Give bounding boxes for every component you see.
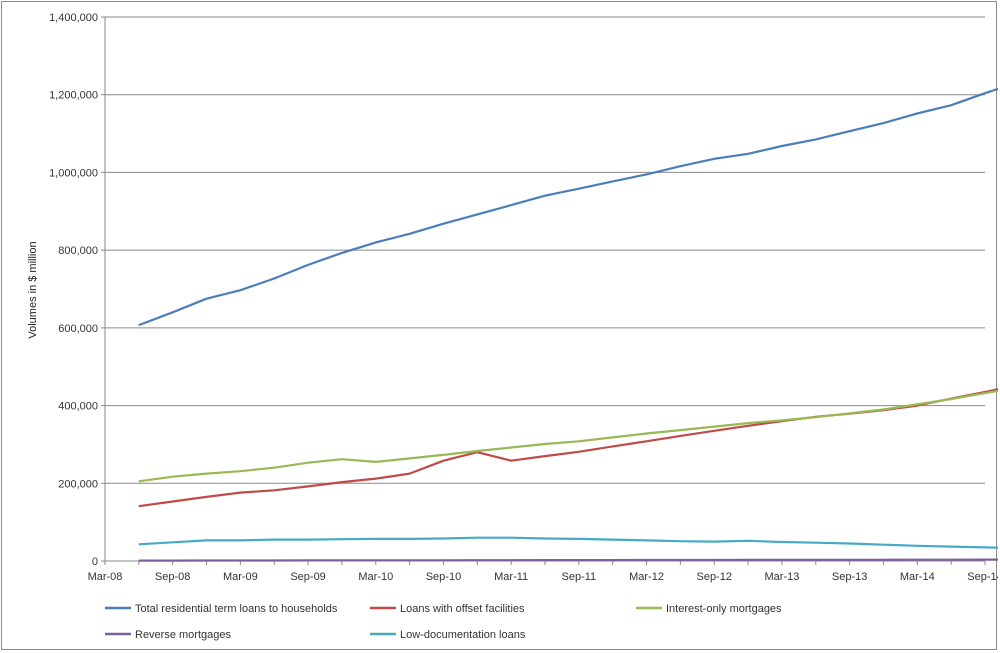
x-tick-label: Mar-13 — [765, 571, 800, 583]
legend-item: Loans with offset facilities — [370, 603, 525, 615]
x-tick-label: Sep-12 — [696, 571, 731, 583]
x-tick-label: Mar-08 — [88, 571, 123, 583]
x-tick-label: Sep-13 — [832, 571, 867, 583]
x-tick-label: Mar-14 — [900, 571, 935, 583]
legend-label: Low-documentation loans — [400, 629, 526, 641]
axes — [104, 17, 985, 562]
x-tick-label: Mar-09 — [223, 571, 258, 583]
x-tick-label: Mar-10 — [358, 571, 393, 583]
legend-item: Total residential term loans to househol… — [105, 603, 338, 615]
y-tick-label: 1,400,000 — [49, 12, 98, 24]
series-line — [138, 536, 998, 549]
x-tick-label: Mar-11 — [494, 571, 528, 583]
legend-label: Reverse mortgages — [135, 629, 231, 641]
x-axis-ticks: Mar-08 Sep-08 Mar-09 Sep-09 Mar-10 Sep-10 Mar-… — [88, 561, 998, 583]
series-line — [138, 558, 998, 562]
x-tick-label: Sep-11 — [562, 571, 597, 583]
legend-item: Low-documentation loans — [370, 629, 526, 641]
y-axis-title: Volumes in $ million — [27, 241, 39, 338]
y-tick-label: 1,000,000 — [49, 167, 98, 179]
series-line — [138, 388, 998, 508]
y-tick-label: 600,000 — [58, 323, 98, 335]
series-lines — [138, 87, 998, 562]
series-line — [138, 87, 998, 327]
legend-item: Reverse mortgages — [105, 629, 231, 641]
x-tick-label: Mar-12 — [629, 571, 664, 583]
y-axis-ticks: 0 200,000 400,000 600,000 800,000 1,000,000 1,… — [49, 12, 105, 568]
legend-label: Total residential term loans to househol… — [135, 603, 338, 615]
y-tick-label: 400,000 — [58, 401, 98, 413]
legend-item: Interest-only mortgages — [636, 603, 782, 615]
series-line — [138, 389, 998, 483]
x-tick-label: Sep-14 — [967, 571, 998, 583]
x-tick-label: Sep-08 — [155, 571, 190, 583]
legend-label: Interest-only mortgages — [666, 603, 782, 615]
legend-label: Loans with offset facilities — [400, 603, 525, 615]
y-tick-label: 1,200,000 — [49, 90, 98, 102]
x-tick-label: Sep-10 — [426, 571, 461, 583]
x-tick-label: Sep-09 — [290, 571, 325, 583]
y-tick-label: 0 — [92, 556, 98, 568]
legend: Total residential term loans to househol… — [105, 603, 782, 641]
y-tick-label: 800,000 — [58, 245, 98, 257]
y-tick-label: 200,000 — [58, 478, 98, 490]
gridlines — [105, 16, 985, 484]
